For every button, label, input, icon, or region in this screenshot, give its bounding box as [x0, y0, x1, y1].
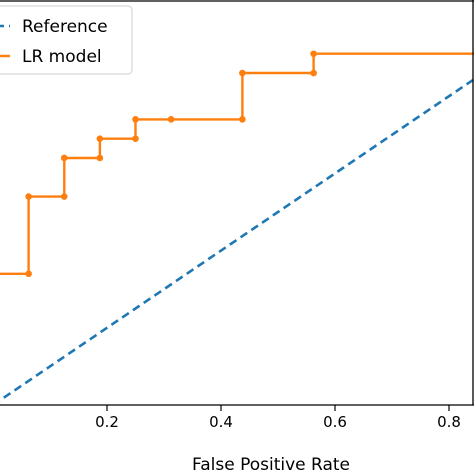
data-point [96, 154, 104, 162]
data-point [239, 116, 246, 123]
data-point [96, 135, 104, 142]
x-tick-label: 0.8 [437, 413, 461, 431]
legend-label: Reference [22, 17, 108, 37]
legend-label: LR model [22, 47, 102, 67]
data-point [25, 193, 32, 200]
legend-box [0, 5, 133, 75]
data-point [310, 69, 317, 77]
x-tick-label: 0.4 [209, 413, 233, 431]
data-point [25, 270, 32, 278]
x-axis-label: False Positive Rate [192, 455, 350, 474]
data-point [60, 154, 68, 162]
data-point [239, 69, 246, 77]
plot-area [0, 50, 474, 402]
legend: Reference LR model [0, 5, 133, 75]
series-line-2 [0, 52, 474, 275]
data-point [132, 135, 139, 142]
x-tick-label: 0.6 [323, 413, 347, 431]
series-line-1 [0, 77, 474, 402]
data-point [167, 116, 175, 123]
x-axis: 0.2 0.4 0.6 0.8 [0, 0, 474, 431]
data-point [310, 50, 317, 58]
x-tick-label: 0.2 [95, 413, 119, 431]
data-point [60, 193, 68, 200]
data-point [132, 116, 139, 123]
